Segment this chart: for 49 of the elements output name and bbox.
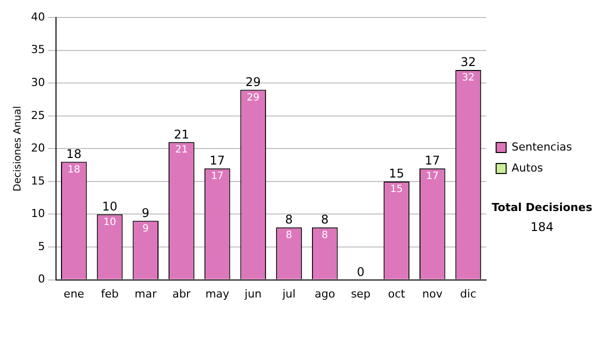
total-label: 15 <box>388 166 404 181</box>
x-tick-label: feb <box>100 287 119 300</box>
x-tick-label: jul <box>281 287 296 300</box>
total-label: 0 <box>356 264 365 279</box>
legend-label: Sentencias <box>512 140 572 154</box>
y-tick-label: 20 <box>30 142 45 155</box>
x-tick-label: dic <box>460 287 476 300</box>
y-tick-label: 40 <box>30 10 45 24</box>
y-tick-label: 10 <box>30 207 45 220</box>
y-tick-label: 15 <box>30 174 45 188</box>
total-label: 8 <box>285 212 293 226</box>
total-label: 17 <box>424 153 440 168</box>
data-label: 17 <box>426 170 439 182</box>
data-label: 8 <box>322 230 328 241</box>
data-label: 8 <box>286 230 292 241</box>
x-tick-label: may <box>205 287 230 300</box>
data-label: 9 <box>142 223 149 234</box>
total-label: 9 <box>142 206 150 220</box>
x-tick-label: ene <box>64 287 84 300</box>
y-tick-label: 25 <box>30 108 45 122</box>
data-label: 21 <box>175 144 188 156</box>
x-tick-label: jun <box>244 287 262 300</box>
total-label: 18 <box>66 146 82 161</box>
y-axis-title: Decisiones Anual <box>12 106 24 192</box>
data-label: 17 <box>210 170 224 182</box>
x-tick-label: nov <box>422 287 443 300</box>
total-label: 8 <box>321 212 329 226</box>
data-label: 32 <box>462 72 475 84</box>
text: Total Decisiones <box>492 200 593 214</box>
x-tick-label: ago <box>314 287 336 300</box>
text: 184 <box>530 220 554 234</box>
y-tick-label: 0 <box>38 272 45 286</box>
x-tick-label: sep <box>350 287 370 300</box>
data-label: 15 <box>390 184 403 196</box>
legend-label: Autos <box>512 161 544 174</box>
total-label: 32 <box>460 55 476 70</box>
data-label: 10 <box>103 216 116 228</box>
x-tick-label: mar <box>134 287 158 300</box>
y-tick-label: 30 <box>30 76 45 90</box>
x-tick-label: oct <box>388 287 406 300</box>
y-tick-label: 5 <box>38 240 45 253</box>
data-label: 18 <box>68 164 80 176</box>
total-label: 21 <box>174 127 190 142</box>
total-label: 29 <box>246 74 261 89</box>
x-tick-label: abr <box>172 287 192 300</box>
data-label: 29 <box>246 92 260 104</box>
y-tick-label: 35 <box>30 43 45 56</box>
total-label: 10 <box>102 199 118 214</box>
total-label: 17 <box>210 153 225 168</box>
